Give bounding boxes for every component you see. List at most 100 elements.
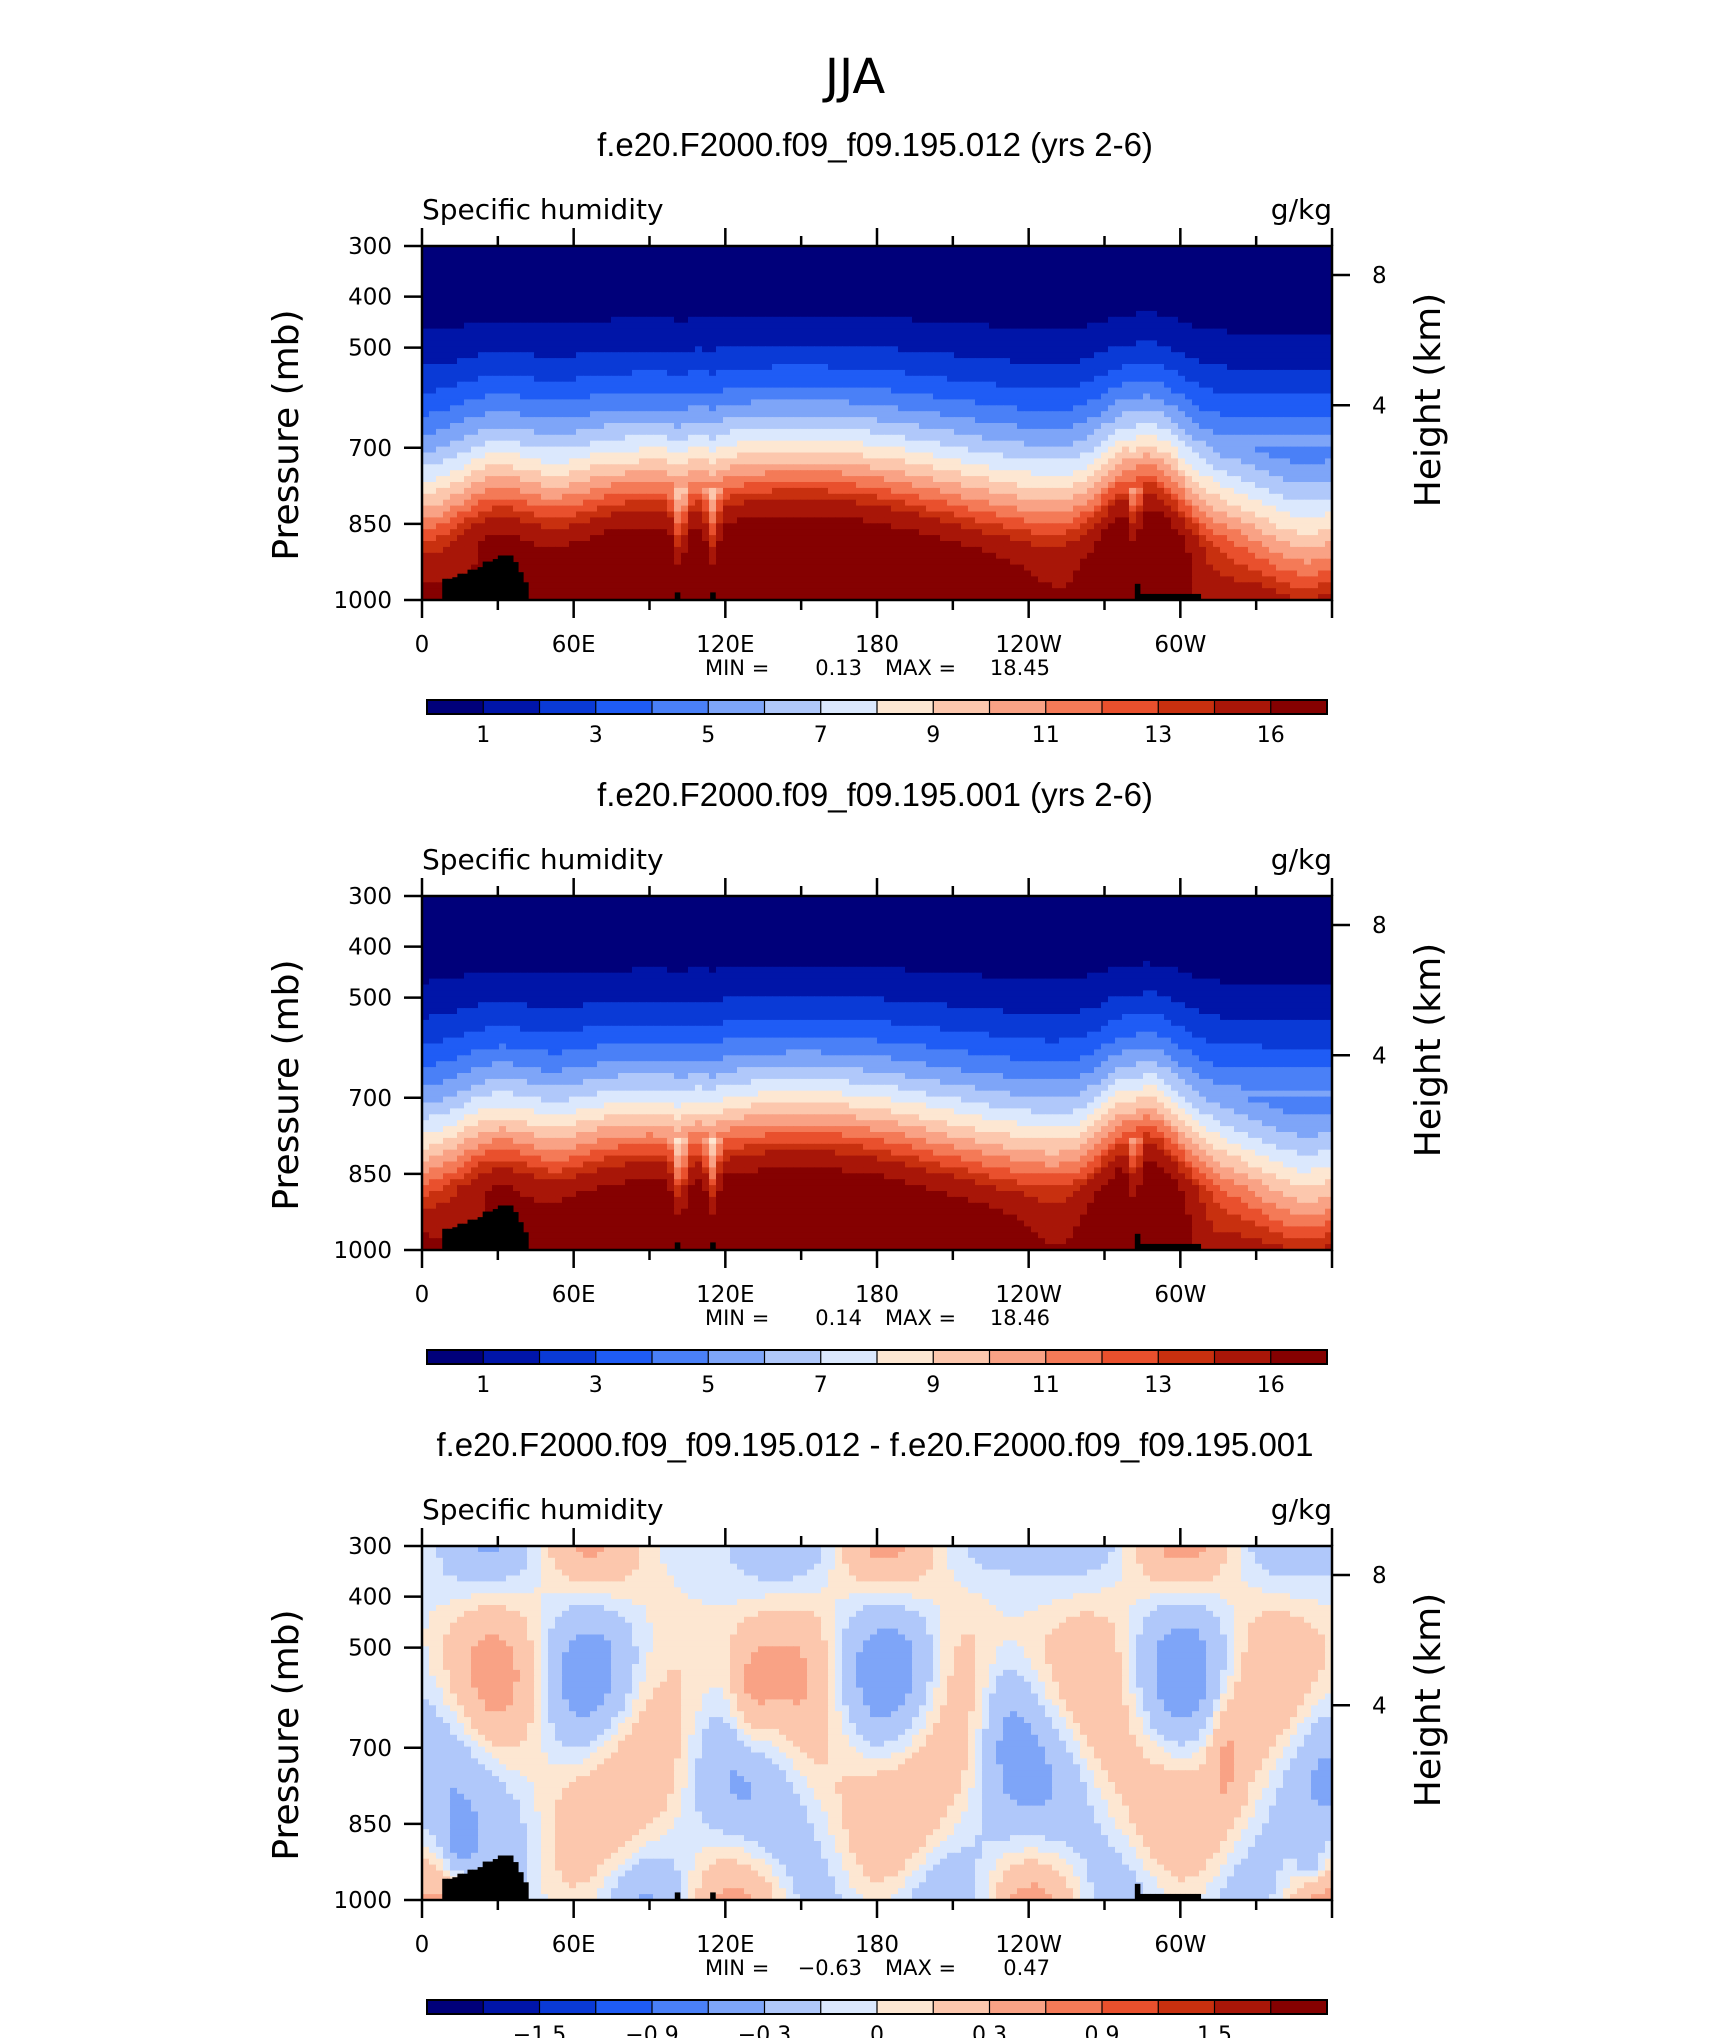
field-cell [1304, 252, 1312, 259]
field-cell [1199, 405, 1207, 412]
field-cell [912, 258, 920, 265]
field-cell [828, 458, 836, 465]
field-cell [1241, 276, 1249, 283]
field-cell [569, 376, 577, 383]
field-cell [744, 464, 752, 471]
field-cell [933, 352, 941, 359]
field-cell [863, 376, 871, 383]
field-cell [590, 364, 598, 371]
field-cell [569, 394, 577, 401]
field-cell [856, 358, 864, 365]
field-cell [604, 335, 612, 342]
field-cell [779, 346, 787, 353]
field-cell [1178, 447, 1186, 454]
field-cell [583, 335, 591, 342]
field-cell [1283, 281, 1291, 288]
field-cell [520, 464, 528, 471]
field-cell [1199, 370, 1207, 377]
field-cell [548, 335, 556, 342]
field-cell [870, 447, 878, 454]
field-cell [1024, 464, 1032, 471]
field-cell [443, 405, 451, 412]
field-cell [779, 411, 787, 418]
field-cell [926, 352, 934, 359]
field-cell [1213, 423, 1221, 430]
field-cell [674, 281, 682, 288]
field-cell [660, 340, 668, 347]
field-cell [471, 276, 479, 283]
field-cell [1304, 441, 1312, 448]
field-cell [569, 305, 577, 312]
field-cell [1045, 370, 1053, 377]
field-cell [772, 264, 780, 271]
field-cell [1136, 429, 1144, 436]
field-cell [786, 270, 794, 277]
field-cell [1255, 335, 1263, 342]
field-cell [898, 346, 906, 353]
field-cell [800, 382, 808, 389]
field-cell [912, 252, 920, 259]
field-cell [828, 293, 836, 300]
field-cell [716, 399, 724, 406]
field-cell [436, 429, 444, 436]
field-cell [1066, 293, 1074, 300]
field-cell [1185, 311, 1193, 318]
field-cell [660, 423, 668, 430]
field-cell [1290, 453, 1298, 460]
field-cell [926, 447, 934, 454]
field-cell [1115, 276, 1123, 283]
field-cell [954, 417, 962, 424]
field-cell [639, 441, 647, 448]
field-cell [1304, 311, 1312, 318]
field-cell [688, 317, 696, 324]
field-cell [1304, 405, 1312, 412]
field-cell [583, 394, 591, 401]
field-cell [520, 299, 528, 306]
field-cell [1276, 281, 1284, 288]
field-cell [849, 276, 857, 283]
field-cell [772, 405, 780, 412]
field-cell [1031, 405, 1039, 412]
field-cell [590, 453, 598, 460]
field-cell [989, 417, 997, 424]
field-cell [765, 270, 773, 277]
field-cell [751, 399, 759, 406]
field-cell [961, 417, 969, 424]
field-cell [506, 370, 514, 377]
field-cell [639, 417, 647, 424]
field-cell [450, 346, 458, 353]
field-cell [933, 299, 941, 306]
field-cell [681, 388, 689, 395]
field-cell [1010, 335, 1018, 342]
field-cell [884, 411, 892, 418]
field-cell [597, 305, 605, 312]
field-cell [1003, 394, 1011, 401]
field-cell [905, 346, 913, 353]
field-cell [772, 270, 780, 277]
field-cell [1269, 352, 1277, 359]
field-cell [954, 453, 962, 460]
field-cell [1038, 453, 1046, 460]
field-cell [975, 335, 983, 342]
field-cell [814, 370, 822, 377]
field-cell [1038, 258, 1046, 265]
field-cell [1010, 441, 1018, 448]
field-cell [520, 323, 528, 330]
field-cell [968, 453, 976, 460]
field-cell [1178, 252, 1186, 259]
field-cell [1241, 411, 1249, 418]
field-cell [975, 323, 983, 330]
field-cell [968, 352, 976, 359]
field-cell [1213, 464, 1221, 471]
field-cell [1122, 287, 1130, 294]
field-cell [1080, 464, 1088, 471]
field-cell [702, 388, 710, 395]
field-cell [709, 447, 717, 454]
field-cell [975, 399, 983, 406]
field-cell [968, 364, 976, 371]
field-cell [940, 453, 948, 460]
field-cell [471, 329, 479, 336]
field-cell [618, 423, 626, 430]
field-cell [513, 311, 521, 318]
field-cell [807, 370, 815, 377]
